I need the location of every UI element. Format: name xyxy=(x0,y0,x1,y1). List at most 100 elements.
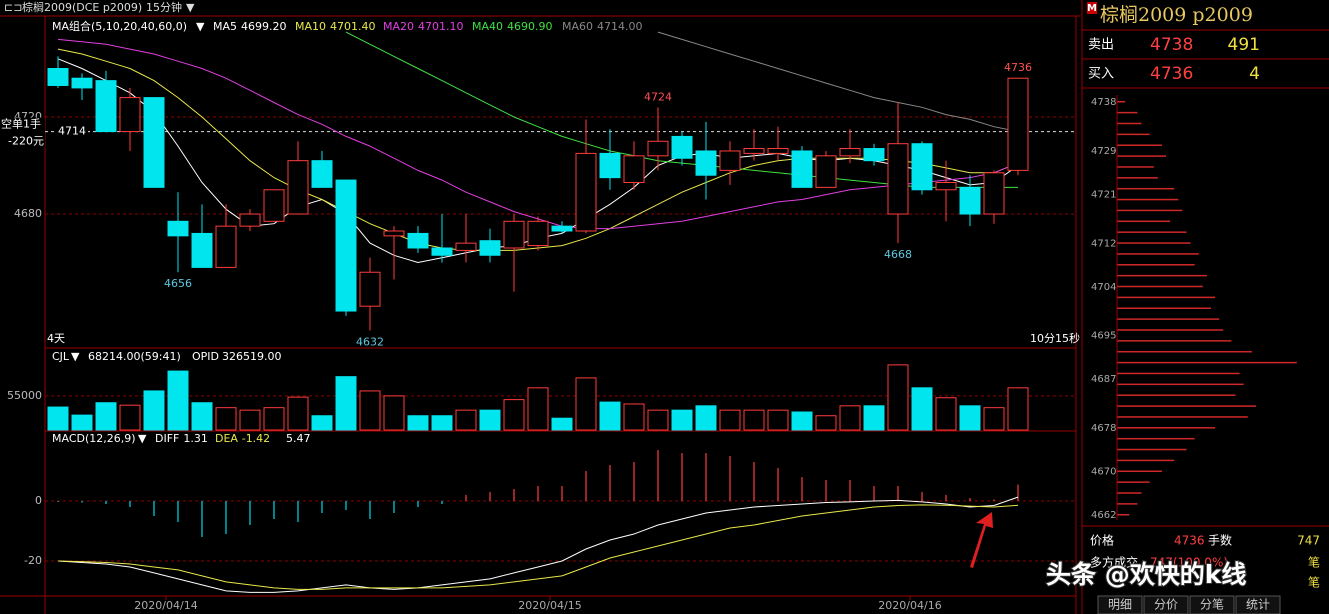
candle-body xyxy=(839,148,861,157)
volume-bar xyxy=(719,409,741,431)
volume-bar xyxy=(647,409,669,431)
candle-body xyxy=(479,240,501,256)
profile-bar xyxy=(1117,372,1240,375)
candle-body xyxy=(239,213,261,227)
candle-body xyxy=(911,143,933,191)
candle-body xyxy=(935,182,957,191)
profile-bar xyxy=(1117,459,1175,462)
pane-title: MACD(12,26,9) xyxy=(52,432,136,445)
volume-bar xyxy=(143,390,165,431)
profile-bar xyxy=(1117,394,1236,396)
tab-label[interactable]: 分价 xyxy=(1154,598,1178,612)
profile-bar xyxy=(1117,166,1154,168)
trade-volume: 747 xyxy=(1297,534,1320,548)
profile-bar xyxy=(1117,242,1191,244)
logo: M xyxy=(1087,3,1097,14)
volume-bar xyxy=(407,415,429,431)
profile-bar xyxy=(1117,274,1207,277)
volume-bar xyxy=(599,401,621,431)
tab-label[interactable]: 分笔 xyxy=(1200,597,1224,612)
tab-label[interactable]: 明细 xyxy=(1108,598,1132,612)
volume-bar xyxy=(623,403,645,431)
volume-bar xyxy=(383,395,405,431)
volume-bar xyxy=(959,405,981,431)
volume-bar xyxy=(335,376,357,431)
y-tick-label: 0 xyxy=(35,494,42,507)
position-text: 空单1手 xyxy=(1,117,41,131)
trade-unit: 笔 xyxy=(1308,575,1320,590)
candle-body xyxy=(95,80,117,133)
volume-bar xyxy=(71,414,93,431)
tab-label[interactable]: 统计 xyxy=(1246,598,1270,612)
panel-title: 棕榈2009 p2009 xyxy=(1100,4,1253,26)
volume-bar xyxy=(887,364,909,431)
profile-bar xyxy=(1117,187,1175,190)
volume-bar xyxy=(311,415,333,431)
candle-body xyxy=(287,160,309,215)
trade-price: 4736 xyxy=(1174,534,1205,548)
tab[interactable] xyxy=(1143,595,1189,614)
profile-bar xyxy=(1117,492,1142,494)
candle-body xyxy=(143,97,165,188)
candle-body xyxy=(719,150,741,171)
legend-entry: DIFF 1.31 xyxy=(155,432,208,445)
tab[interactable] xyxy=(1189,595,1235,614)
profile-bar xyxy=(1117,470,1162,473)
profile-bar xyxy=(1117,155,1167,157)
profile-bar xyxy=(1117,296,1216,299)
volume-bar xyxy=(911,387,933,431)
legend-value: -1.42 xyxy=(242,432,270,445)
legend-entry: MA40 4690.90 xyxy=(472,20,553,33)
trade-label: 手数 xyxy=(1208,533,1232,548)
candle-body xyxy=(383,230,405,237)
volume-bar xyxy=(839,405,861,431)
volume-bar xyxy=(791,411,813,431)
candle-body xyxy=(815,155,837,188)
profile-bar xyxy=(1117,209,1183,212)
profile-bar xyxy=(1117,481,1150,483)
watermark: 头条 @欢快的k线 xyxy=(1046,560,1246,589)
ma-line xyxy=(657,31,1019,133)
candle-body xyxy=(887,143,909,215)
volume-bar xyxy=(815,415,837,431)
symbol: 棕榈2009(DCE p2009) xyxy=(22,0,142,14)
legend-value: 1.31 xyxy=(183,432,208,445)
window-icon: ⊏⊐ xyxy=(4,1,22,14)
y-tick-label: 4680 xyxy=(14,207,42,220)
profile-bar xyxy=(1117,361,1297,364)
profile-bar xyxy=(1117,427,1216,429)
extreme-label: 4656 xyxy=(164,277,192,290)
candle-body xyxy=(1007,77,1029,171)
dropdown-arrow[interactable]: ▼ xyxy=(186,1,195,14)
volume-bar xyxy=(1007,387,1029,431)
candle-body xyxy=(407,232,429,249)
y-tick-label: 55000 xyxy=(7,389,42,402)
trade-label: 价格 xyxy=(1090,533,1114,548)
volume-bar xyxy=(743,409,765,431)
profile-bar xyxy=(1117,350,1252,353)
candle-body xyxy=(695,150,717,176)
profile-bar xyxy=(1117,220,1171,223)
volume-bar xyxy=(983,407,1005,431)
candle-body xyxy=(335,179,357,312)
period[interactable]: 15分钟 xyxy=(146,0,182,14)
profile-tick-label: 4687 xyxy=(1091,374,1116,385)
extreme-label: 4724 xyxy=(644,90,672,103)
profile-tick-label: 4678 xyxy=(1091,423,1116,434)
position-box-bg xyxy=(0,117,45,148)
trade-unit: 笔 xyxy=(1308,555,1320,570)
corner-label: 10分15秒 xyxy=(1030,331,1080,345)
tab[interactable] xyxy=(1235,595,1281,614)
candle-body xyxy=(623,155,645,183)
volume-bar xyxy=(479,409,501,431)
quote-price: 4736 xyxy=(1150,64,1193,84)
profile-bar xyxy=(1117,329,1224,331)
profile-bar xyxy=(1117,177,1158,179)
volume-bar xyxy=(575,377,597,431)
pane-stat: 326519.00 xyxy=(222,350,282,363)
volume-bar xyxy=(359,390,381,431)
candle-body xyxy=(119,97,141,133)
candle-body xyxy=(791,150,813,188)
profile-bar xyxy=(1117,122,1142,125)
tab[interactable] xyxy=(1097,595,1143,614)
